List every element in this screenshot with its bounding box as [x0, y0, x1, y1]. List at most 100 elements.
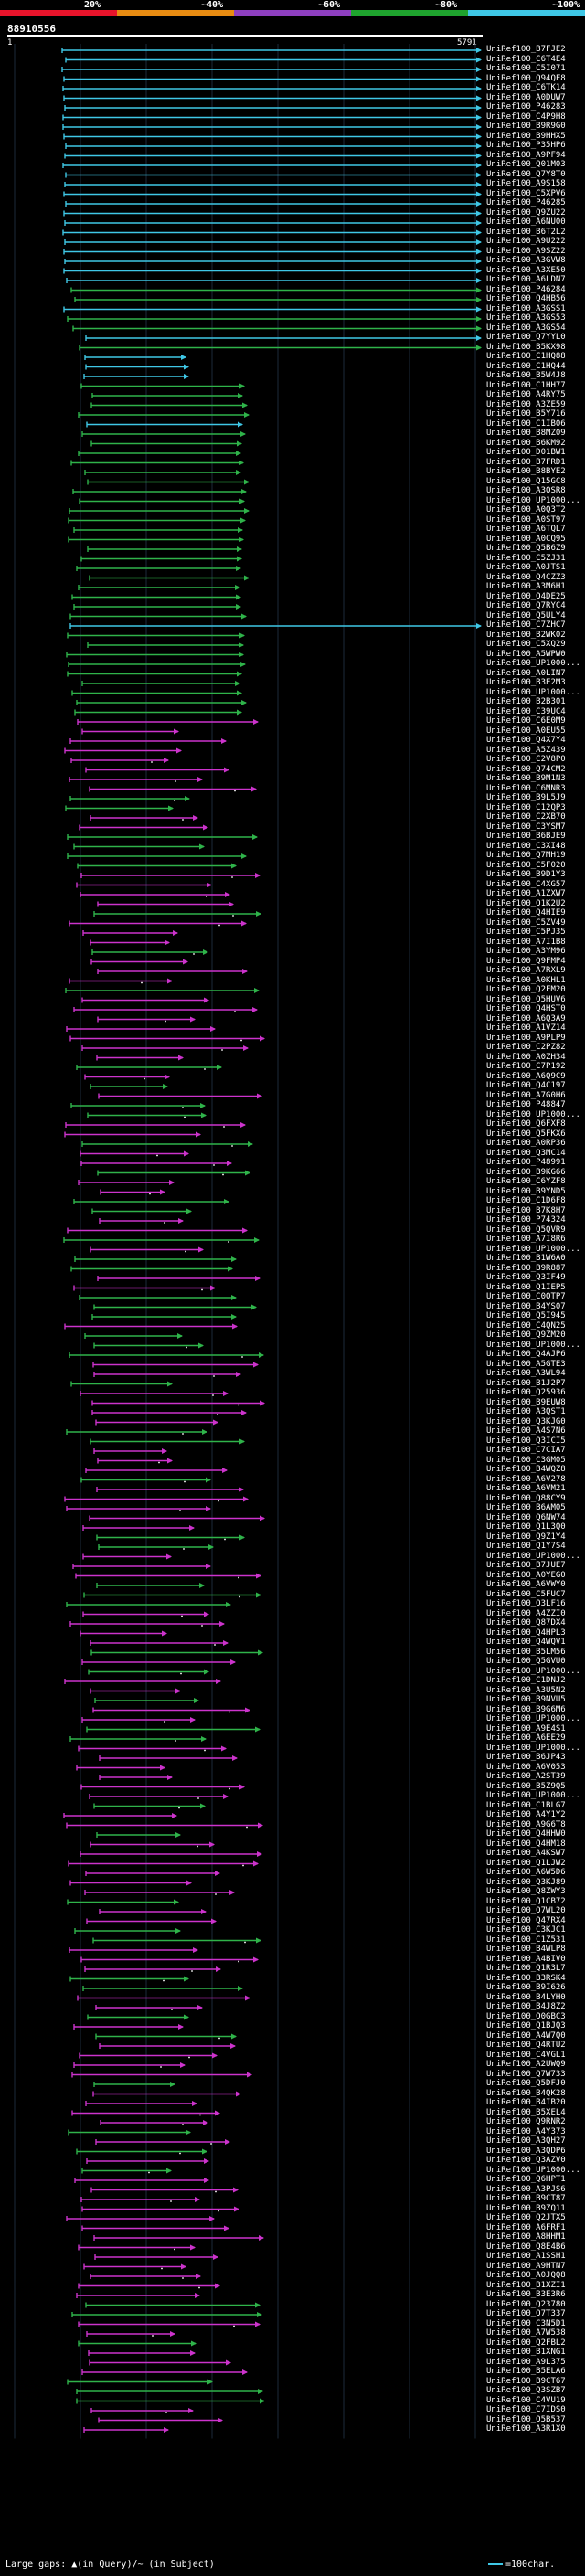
hit-label[interactable]: UniRef100_A3GVW8: [486, 256, 566, 265]
hit-label[interactable]: UniRef100_Q1BJQ3: [486, 2021, 566, 2030]
hit-label[interactable]: UniRef100_Q5B6Z9: [486, 544, 566, 553]
hit-label[interactable]: UniRef100_C1HQ44: [486, 361, 566, 371]
hit-label[interactable]: UniRef100_B5ELA6: [486, 2367, 566, 2376]
hit-label[interactable]: UniRef100_Q5DFJ0: [486, 2079, 566, 2088]
hit-label[interactable]: UniRef100_Q4AJP6: [486, 1350, 566, 1359]
hit-label[interactable]: UniRef100_B8BYE2: [486, 467, 566, 476]
hit-label[interactable]: UniRef100_A9PLP9: [486, 1033, 566, 1043]
hit-label[interactable]: UniRef100_Q4DE25: [486, 591, 566, 601]
hit-label[interactable]: UniRef100_UP1000...: [486, 1791, 580, 1800]
hit-label[interactable]: UniRef100_C3GM05: [486, 1455, 566, 1465]
hit-label[interactable]: UniRef100_C4XG57: [486, 879, 566, 889]
hit-label[interactable]: UniRef100_A6W5D6: [486, 1868, 566, 1877]
hit-label[interactable]: UniRef100_A0ST97: [486, 514, 566, 525]
hit-label[interactable]: UniRef100_Q01M03: [486, 160, 566, 169]
hit-label[interactable]: UniRef100_A3M6H1: [486, 582, 566, 591]
hit-label[interactable]: UniRef100_UP1000...: [486, 1340, 580, 1350]
hit-label[interactable]: UniRef100_A0RP36: [486, 1139, 566, 1148]
hit-label[interactable]: UniRef100_A9PF94: [486, 150, 566, 160]
hit-label[interactable]: UniRef100_A9G6T8: [486, 1819, 566, 1829]
hit-label[interactable]: UniRef100_Q4HST0: [486, 1004, 566, 1013]
hit-label[interactable]: UniRef100_Q5HUV6: [486, 994, 566, 1004]
hit-label[interactable]: UniRef100_P35HP6: [486, 141, 566, 150]
hit-label[interactable]: UniRef100_B9KG66: [486, 1167, 566, 1177]
hit-label[interactable]: UniRef100_A7RXL9: [486, 966, 566, 975]
hit-label[interactable]: UniRef100_A6EE29: [486, 1733, 566, 1743]
hit-label[interactable]: UniRef100_C3XI48: [486, 841, 566, 851]
hit-label[interactable]: UniRef100_C2V8P0: [486, 755, 566, 764]
hit-label[interactable]: UniRef100_C7P192: [486, 1062, 566, 1071]
hit-label[interactable]: UniRef100_UP1000...: [486, 687, 580, 697]
hit-label[interactable]: UniRef100_B9CT67: [486, 2376, 566, 2386]
hit-label[interactable]: UniRef100_Q5QVR9: [486, 1224, 566, 1235]
hit-label[interactable]: UniRef100_Q94QF8: [486, 73, 566, 83]
hit-label[interactable]: UniRef100_A6VM21: [486, 1484, 566, 1493]
hit-label[interactable]: UniRef100_C4VU19: [486, 2395, 566, 2405]
hit-label[interactable]: UniRef100_Q4WQV1: [486, 1638, 566, 1647]
hit-label[interactable]: UniRef100_C5PJ35: [486, 928, 566, 937]
hit-label[interactable]: UniRef100_Q25936: [486, 1388, 566, 1397]
hit-label[interactable]: UniRef100_Q1K2U2: [486, 898, 566, 908]
hit-label[interactable]: UniRef100_A9S158: [486, 179, 566, 188]
hit-label[interactable]: UniRef100_A6V278: [486, 1474, 566, 1484]
hit-label[interactable]: UniRef100_Q4CZZ3: [486, 572, 566, 582]
hit-label[interactable]: UniRef100_C7ZHC7: [486, 620, 566, 630]
hit-label[interactable]: UniRef100_P46285: [486, 198, 566, 207]
hit-label[interactable]: UniRef100_C1Z531: [486, 1935, 566, 1945]
hit-label[interactable]: UniRef100_A5WPW0: [486, 649, 566, 659]
hit-label[interactable]: UniRef100_A3PJS6: [486, 2184, 566, 2194]
hit-label[interactable]: UniRef100_A4RY75: [486, 390, 566, 399]
hit-label[interactable]: UniRef100_A0JTS1: [486, 563, 566, 572]
hit-label[interactable]: UniRef100_Q3KJG0: [486, 1416, 566, 1426]
hit-label[interactable]: UniRef100_A0CQ95: [486, 534, 566, 544]
hit-label[interactable]: UniRef100_Q8E4B6: [486, 2242, 566, 2252]
hit-label[interactable]: UniRef100_Q6HPT1: [486, 2175, 566, 2184]
hit-label[interactable]: UniRef100_A8HHM1: [486, 2232, 566, 2242]
hit-label[interactable]: UniRef100_A9U222: [486, 237, 566, 246]
hit-label[interactable]: UniRef100_P74324: [486, 1215, 566, 1224]
hit-label[interactable]: UniRef100_A3QST1: [486, 1407, 566, 1416]
hit-label[interactable]: UniRef100_Q1CB72: [486, 1896, 566, 1906]
hit-label[interactable]: UniRef100_Q9Z1Y4: [486, 1532, 566, 1542]
hit-label[interactable]: UniRef100_A5Z439: [486, 745, 566, 755]
hit-label[interactable]: UniRef100_UP1000...: [486, 1714, 580, 1723]
hit-label[interactable]: UniRef100_A4ZZI0: [486, 1608, 566, 1618]
hit-label[interactable]: UniRef100_C1HQ88: [486, 352, 566, 361]
hit-label[interactable]: UniRef100_Q0GBC3: [486, 2011, 566, 2021]
hit-label[interactable]: UniRef100_C6T4E4: [486, 54, 566, 64]
hit-label[interactable]: UniRef100_Q6NW74: [486, 1512, 566, 1522]
hit-label[interactable]: UniRef100_A3GSS1: [486, 303, 566, 313]
hit-label[interactable]: UniRef100_A3YM96: [486, 947, 566, 956]
hit-label[interactable]: UniRef100_C6YZF8: [486, 1177, 566, 1186]
hit-label[interactable]: UniRef100_A4Y1Y2: [486, 1810, 566, 1819]
hit-label[interactable]: UniRef100_A9L375: [486, 2357, 566, 2367]
hit-label[interactable]: UniRef100_B4WQZ8: [486, 1465, 566, 1474]
hit-label[interactable]: UniRef100_Q3IF49: [486, 1273, 566, 1282]
hit-label[interactable]: UniRef100_C4QN25: [486, 1320, 566, 1330]
hit-label[interactable]: UniRef100_A9SZ22: [486, 246, 566, 256]
hit-label[interactable]: UniRef100_C4P9H8: [486, 111, 566, 122]
hit-label[interactable]: UniRef100_B4WLP8: [486, 1945, 566, 1954]
hit-label[interactable]: UniRef100_D01BW1: [486, 448, 566, 457]
hit-label[interactable]: UniRef100_Q3ICI5: [486, 1436, 566, 1446]
hit-label[interactable]: UniRef100_P48991: [486, 1158, 566, 1167]
hit-label[interactable]: UniRef100_A3QDP6: [486, 2146, 566, 2156]
hit-label[interactable]: UniRef100_B9ZQ11: [486, 2203, 566, 2213]
hit-label[interactable]: UniRef100_Q47RX4: [486, 1915, 566, 1925]
hit-label[interactable]: UniRef100_A0JQQ8: [486, 2271, 566, 2280]
hit-label[interactable]: UniRef100_Q9ZM20: [486, 1330, 566, 1340]
hit-label[interactable]: UniRef100_B6BJE9: [486, 832, 566, 841]
hit-label[interactable]: UniRef100_Q3SZB7: [486, 2386, 566, 2395]
hit-label[interactable]: UniRef100_B7JUE7: [486, 1561, 566, 1570]
hit-label[interactable]: UniRef100_UP1000...: [486, 1666, 580, 1676]
hit-label[interactable]: UniRef100_A4BIV0: [486, 1954, 566, 1964]
hit-label[interactable]: UniRef100_A6TQL7: [486, 525, 566, 534]
hit-label[interactable]: UniRef100_A3R1X0: [486, 2424, 566, 2433]
hit-label[interactable]: UniRef100_C3YSM7: [486, 822, 566, 832]
hit-label[interactable]: UniRef100_A0KHL1: [486, 975, 566, 985]
hit-label[interactable]: UniRef100_B6KM92: [486, 438, 566, 448]
hit-label[interactable]: UniRef100_C1D6F8: [486, 1196, 566, 1205]
hit-label[interactable]: UniRef100_A7I1B8: [486, 937, 566, 947]
hit-label[interactable]: UniRef100_B5KX98: [486, 342, 566, 352]
hit-label[interactable]: UniRef100_B7FJE2: [486, 45, 566, 54]
